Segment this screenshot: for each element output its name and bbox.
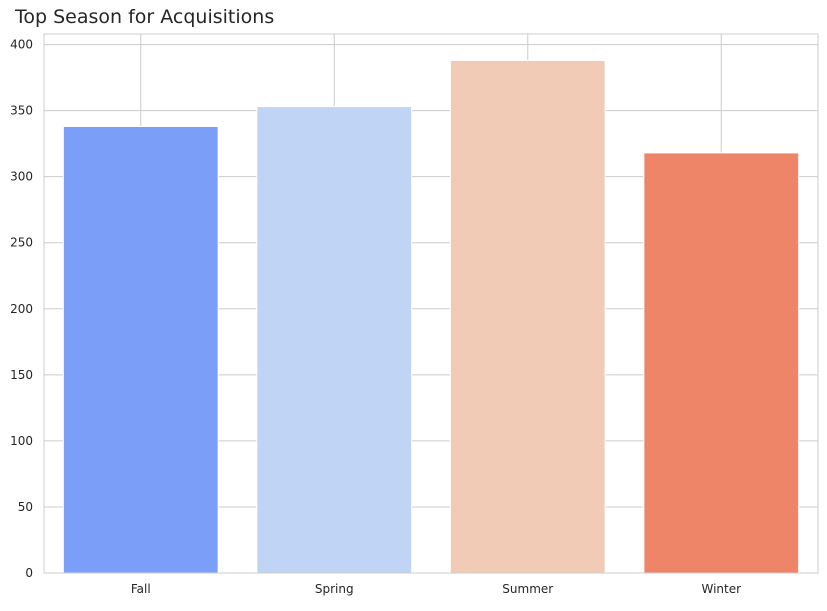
x-tick-label: Winter xyxy=(701,582,741,596)
bar-fall xyxy=(62,125,219,574)
y-tick-label: 400 xyxy=(10,38,33,52)
y-tick-label: 350 xyxy=(10,104,33,118)
y-tick-label: 300 xyxy=(10,170,33,184)
y-tick-label: 50 xyxy=(18,500,33,514)
x-tick-label: Spring xyxy=(315,582,354,596)
x-tick-label: Fall xyxy=(131,582,151,596)
bar-spring xyxy=(256,106,413,574)
chart-title: Top Season for Acquisitions xyxy=(15,6,275,28)
bar-summer xyxy=(449,59,606,574)
bar-winter xyxy=(643,152,800,574)
x-tick-label: Summer xyxy=(502,582,553,596)
y-tick-label: 250 xyxy=(10,236,33,250)
y-tick-label: 0 xyxy=(25,566,33,580)
y-tick-label: 200 xyxy=(10,302,33,316)
y-tick-label: 150 xyxy=(10,368,33,382)
plot-frame xyxy=(43,33,819,574)
y-tick-label: 100 xyxy=(10,434,33,448)
